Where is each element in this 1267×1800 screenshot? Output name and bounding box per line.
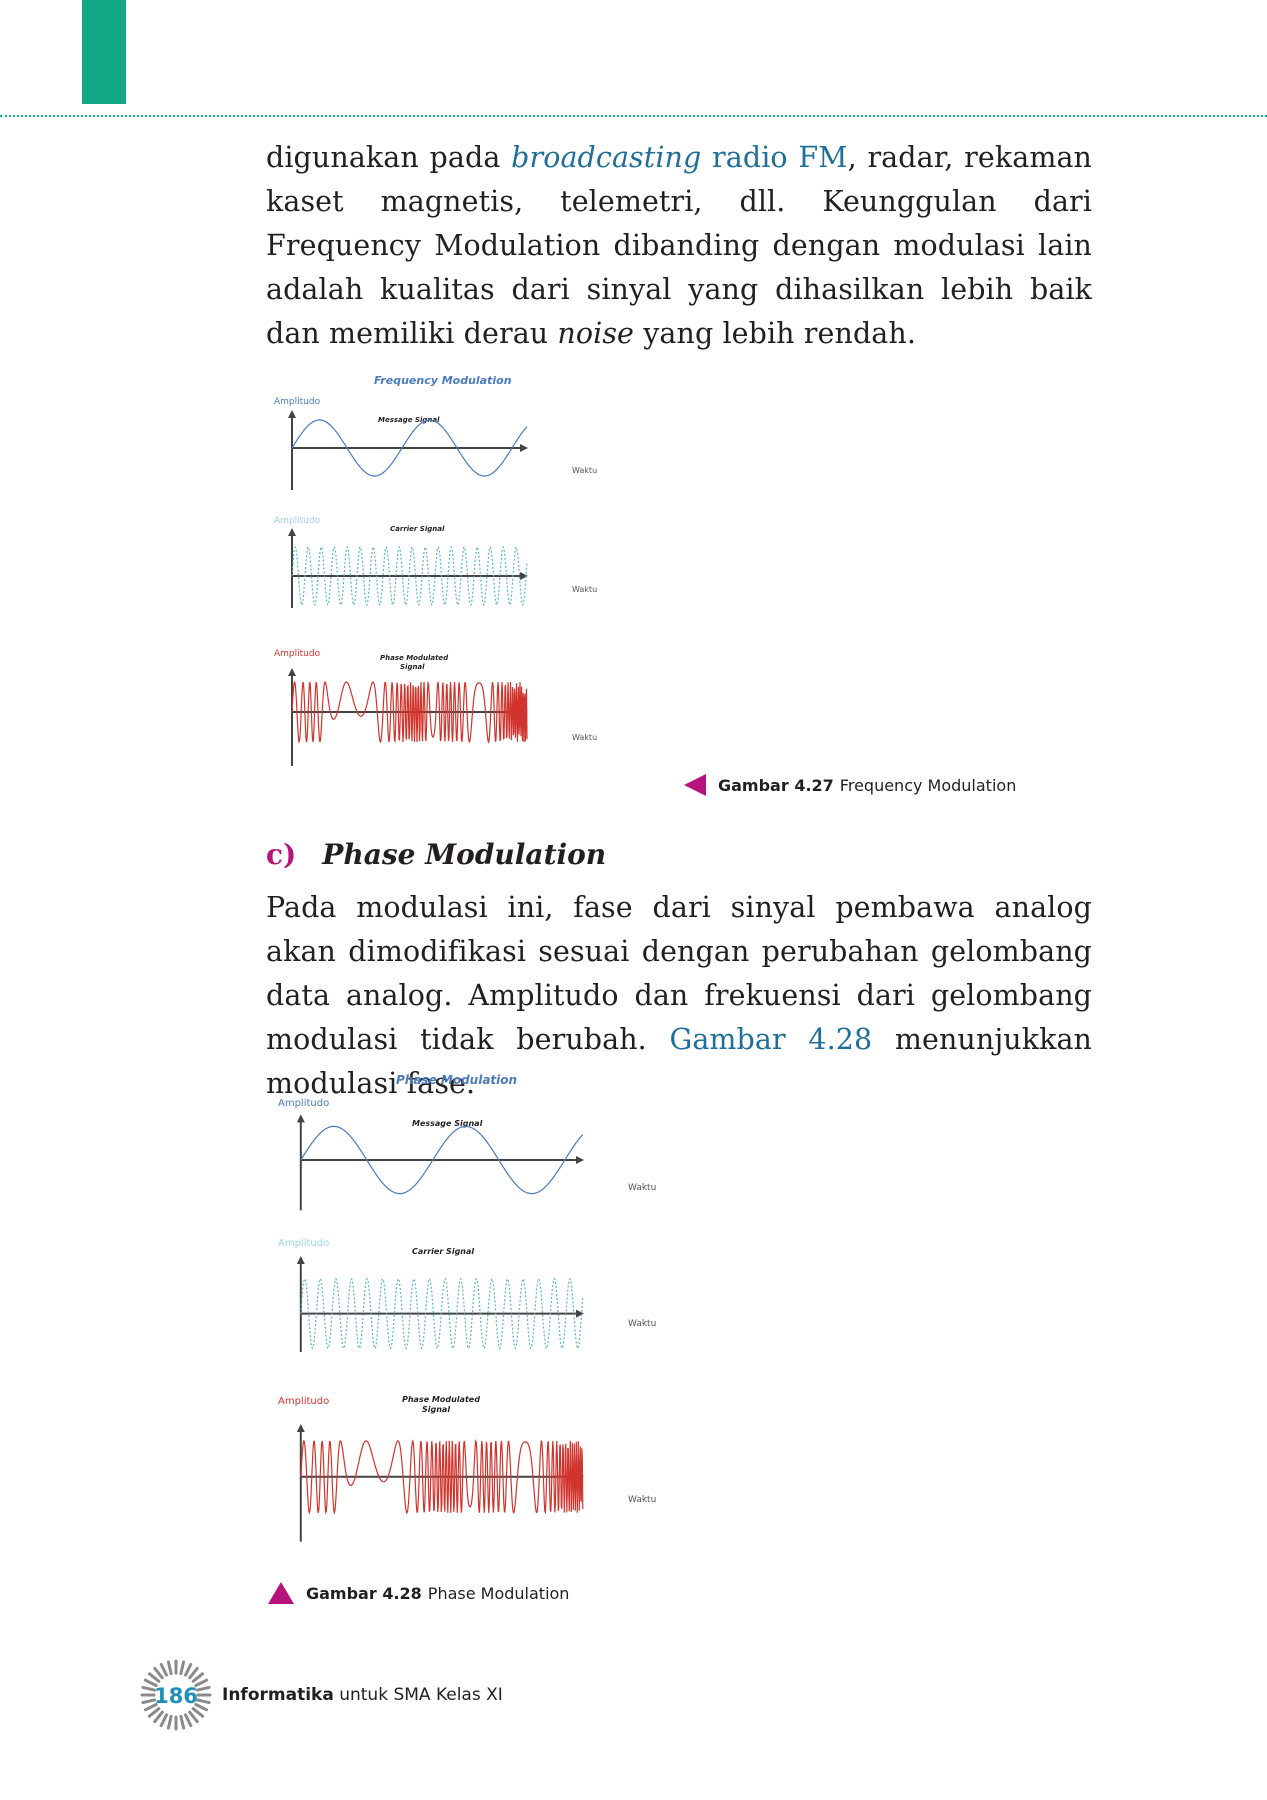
modulated-signal-wave: [300, 1439, 584, 1515]
figure-caption: Gambar 4.28 Phase Modulation: [268, 1582, 569, 1604]
modulated-signal-label: Signal: [400, 663, 425, 671]
sunburst-icon: [140, 1659, 212, 1731]
sunburst-ray: [179, 1660, 186, 1676]
modulated-signal-label: Signal: [422, 1405, 450, 1414]
figure-frequency-modulation: Frequency Modulation Amplitudo Message S…: [274, 374, 597, 766]
time-label: Waktu: [572, 585, 597, 594]
carrier-signal-wave: [300, 1277, 584, 1350]
y-axis-arrow: [288, 410, 296, 418]
page-number: 186: [154, 1684, 198, 1708]
sunburst-ray: [184, 1713, 193, 1728]
message-signal-wave: [300, 1125, 584, 1195]
caption-number: Gambar 4.28: [306, 1583, 422, 1603]
text: yang lebih rendah.: [634, 317, 916, 350]
header-divider: [0, 115, 1267, 117]
carrier-signal-label: Carrier Signal: [412, 1247, 474, 1256]
figure-phase-modulation: Phase Modulation Amplitudo Message Signa…: [278, 1073, 656, 1542]
y-axis-arrow: [296, 1256, 305, 1264]
modulated-signal-wave: [291, 680, 528, 744]
x-axis-arrow: [520, 572, 528, 580]
section-heading: c) Phase Modulation: [266, 838, 606, 871]
sunburst-ray: [147, 1672, 161, 1683]
y-axis-arrow: [296, 1114, 305, 1123]
paragraph-fm-advantages: digunakan pada broadcasting radio FM, ra…: [266, 136, 1092, 356]
figure-caption: Gambar 4.27 Frequency Modulation: [684, 774, 1016, 796]
section-title: Phase Modulation: [322, 838, 607, 871]
x-axis-arrow: [576, 1156, 584, 1164]
figure-title: Frequency Modulation: [374, 374, 512, 387]
sunburst-ray: [141, 1685, 157, 1692]
sunburst-ray: [191, 1672, 205, 1683]
amplitude-label: Amplitudo: [274, 649, 321, 659]
paragraph-phase-modulation: Pada modulasi ini, fase dari sinyal pemb…: [266, 886, 1092, 1106]
x-axis-arrow: [576, 1309, 584, 1318]
amplitude-label: Amplitudo: [274, 516, 321, 526]
chapter-tab: [82, 0, 126, 104]
modulated-signal-label: Phase Modulated: [380, 654, 449, 662]
modulated-signal-label: Phase Modulated: [402, 1395, 480, 1404]
section-letter: c): [266, 838, 297, 871]
sunburst-ray: [194, 1678, 209, 1687]
sunburst-ray: [143, 1703, 158, 1712]
sunburst-ray: [179, 1714, 186, 1730]
time-label: Waktu: [628, 1495, 656, 1505]
message-signal-label: Message Signal: [378, 416, 440, 424]
message-signal-label: Message Signal: [412, 1119, 483, 1128]
figure-title: Phase Modulation: [396, 1073, 517, 1087]
sunburst-ray: [184, 1662, 193, 1677]
message-signal-wave: [291, 419, 528, 477]
x-axis-arrow: [520, 444, 528, 452]
sunburst-ray: [147, 1707, 161, 1718]
sunburst-ray: [159, 1662, 168, 1677]
sunburst-ray: [188, 1666, 199, 1680]
amplitude-label: Amplitudo: [278, 1238, 329, 1249]
term-radio-fm: radio FM: [701, 141, 848, 174]
amplitude-label: Amplitudo: [278, 1396, 329, 1407]
caption-text: Frequency Modulation: [839, 775, 1017, 795]
term-noise: noise: [557, 317, 635, 350]
amplitude-label: Amplitudo: [278, 1098, 329, 1109]
text: digunakan pada: [266, 141, 512, 174]
figure-reference: Gambar 4.28: [669, 1023, 873, 1056]
time-label: Waktu: [628, 1183, 656, 1193]
book-title-rest: untuk SMA Kelas XI: [333, 1685, 503, 1705]
sunburst-ray: [141, 1698, 157, 1705]
caption-number: Gambar 4.27: [718, 775, 834, 795]
time-label: Waktu: [628, 1319, 656, 1329]
text: menunjukkan modulasi fase.: [266, 1023, 1092, 1100]
triangle-left-icon: [684, 774, 706, 796]
book-title-bold: Informatika: [222, 1685, 334, 1705]
sunburst-ray: [194, 1703, 209, 1712]
book-title: Informatika untuk SMA Kelas XI: [222, 1685, 503, 1705]
amplitude-label: Amplitudo: [274, 397, 321, 407]
text: , radar, rekaman kaset magnetis, telemet…: [266, 141, 1092, 350]
time-label: Waktu: [572, 466, 597, 475]
sunburst-ray: [166, 1714, 173, 1730]
sunburst-ray: [166, 1660, 173, 1676]
carrier-signal-label: Carrier Signal: [390, 525, 445, 533]
carrier-signal-wave: [291, 546, 528, 606]
time-label: Waktu: [572, 733, 597, 742]
sunburst-ray: [191, 1707, 205, 1718]
sunburst-ray: [195, 1685, 211, 1692]
triangle-up-icon: [268, 1582, 294, 1604]
sunburst-ray: [153, 1710, 164, 1724]
caption-text: Phase Modulation: [427, 1583, 570, 1603]
sunburst-ray: [159, 1713, 168, 1728]
sunburst-ray: [153, 1666, 164, 1680]
page-number-badge: 186: [140, 1659, 212, 1731]
y-axis-arrow: [288, 668, 296, 676]
sunburst-ray: [195, 1698, 211, 1705]
text: Pada modulasi ini, fase dari sinyal pemb…: [266, 891, 1092, 1056]
sunburst-ray: [188, 1710, 199, 1724]
y-axis-arrow: [296, 1424, 305, 1432]
y-axis-arrow: [288, 528, 296, 536]
sunburst-ray: [143, 1678, 158, 1687]
term-broadcasting: broadcasting: [511, 141, 702, 174]
page-footer: 186 Informatika untuk SMA Kelas XI: [140, 1659, 503, 1731]
